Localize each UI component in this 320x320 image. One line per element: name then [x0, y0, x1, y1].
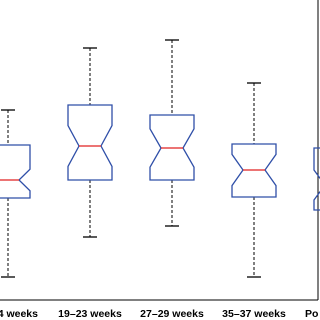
box — [231, 143, 277, 198]
box — [313, 147, 320, 211]
x-tick-label: Po — [305, 308, 318, 320]
x-tick-label: 19–23 weeks — [58, 308, 122, 320]
x-tick-label: 4 weeks — [0, 308, 38, 320]
box — [149, 114, 195, 181]
x-tick-label: 27–29 weeks — [140, 308, 204, 320]
box — [67, 104, 113, 181]
x-tick-label: 35–37 weeks — [222, 308, 286, 320]
box — [0, 144, 31, 199]
